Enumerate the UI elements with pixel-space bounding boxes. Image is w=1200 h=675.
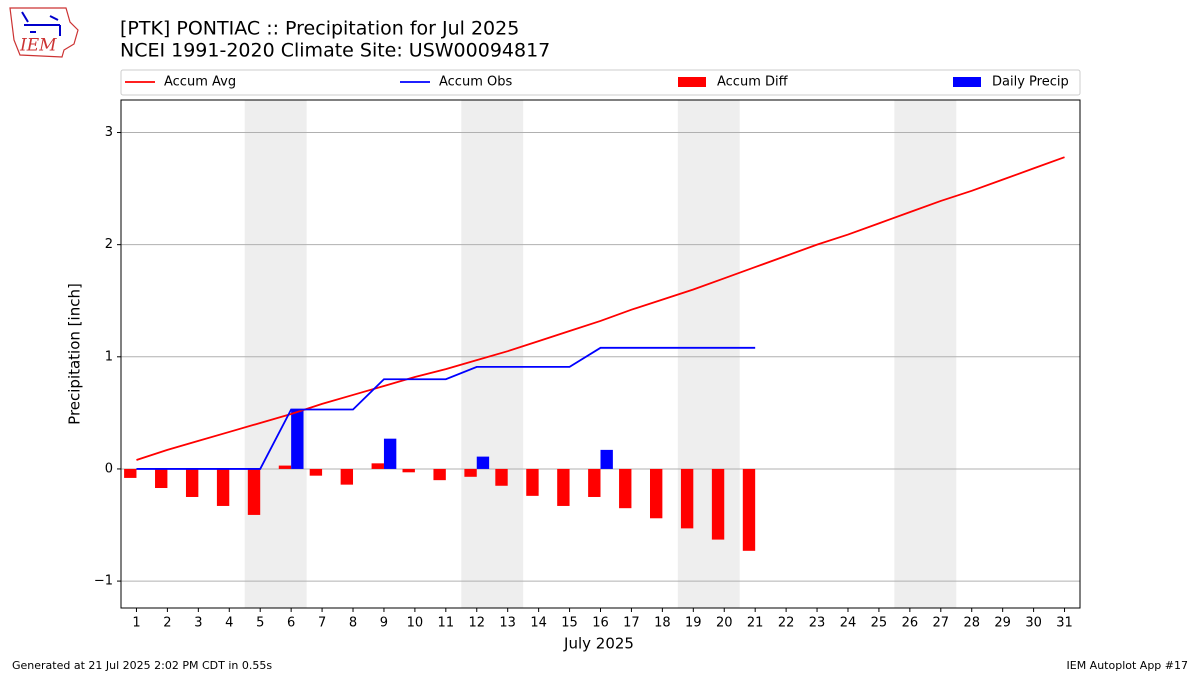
weekend-shade bbox=[677, 100, 740, 608]
x-tick-label: 20 bbox=[716, 616, 733, 631]
bar bbox=[340, 468, 354, 485]
legend-swatch bbox=[678, 77, 706, 87]
bar bbox=[600, 449, 613, 469]
x-axis-label: July 2025 bbox=[563, 635, 634, 653]
x-tick-label: 15 bbox=[561, 616, 578, 631]
x-tick-label: 29 bbox=[994, 616, 1011, 631]
x-tick-label: 19 bbox=[685, 616, 702, 631]
bar bbox=[619, 468, 632, 509]
bar bbox=[526, 468, 539, 496]
bar bbox=[155, 468, 168, 489]
logo: IEM bbox=[9, 7, 79, 58]
x-tick-label: 25 bbox=[871, 616, 888, 631]
line bbox=[136, 346, 756, 470]
bar bbox=[291, 409, 304, 469]
legend-swatch bbox=[953, 77, 981, 87]
x-tick-label: 5 bbox=[256, 616, 264, 631]
x-tick-label: 13 bbox=[499, 616, 516, 631]
weekend-shade bbox=[894, 100, 957, 608]
x-tick-label: 8 bbox=[349, 616, 357, 631]
x-tick-label: 31 bbox=[1056, 616, 1073, 631]
bar bbox=[185, 468, 199, 497]
y-tick-label: 0 bbox=[105, 461, 113, 476]
x-tick-label: 27 bbox=[933, 616, 950, 631]
bar bbox=[588, 468, 601, 497]
x-tick-label: 24 bbox=[840, 616, 857, 631]
y-tick-label: 3 bbox=[105, 125, 113, 140]
x-tick-label: 28 bbox=[963, 616, 980, 631]
y-tick-label: 1 bbox=[105, 349, 113, 364]
bar bbox=[680, 468, 694, 529]
x-tick-label: 12 bbox=[468, 616, 485, 631]
x-tick-label: 9 bbox=[380, 616, 388, 631]
legend-label: Daily Precip bbox=[992, 75, 1069, 90]
plot-frame bbox=[120, 99, 1081, 609]
x-tick-label: 6 bbox=[287, 616, 295, 631]
bar bbox=[383, 438, 397, 469]
bar bbox=[433, 468, 446, 481]
x-tick-label: 4 bbox=[225, 616, 233, 631]
y-axis-label: Precipitation [inch] bbox=[66, 283, 84, 425]
bar bbox=[711, 468, 725, 540]
footer-right: IEM Autoplot App #17 bbox=[1067, 659, 1189, 672]
bar bbox=[495, 468, 508, 486]
bar bbox=[464, 468, 477, 477]
chart-title: [PTK] PONTIAC :: Precipitation for Jul 2… bbox=[120, 18, 519, 40]
x-tick-label: 23 bbox=[809, 616, 826, 631]
logo-icons bbox=[21, 11, 61, 36]
x-tick-label: 1 bbox=[132, 616, 140, 631]
y-tick-label: 2 bbox=[105, 237, 113, 252]
x-tick-label: 14 bbox=[530, 616, 547, 631]
legend-box bbox=[120, 69, 1081, 96]
legend-label: Accum Avg bbox=[164, 75, 236, 90]
x-tick-label: 7 bbox=[318, 616, 326, 631]
line bbox=[136, 156, 1065, 461]
bar bbox=[309, 468, 323, 476]
x-tick-label: 26 bbox=[902, 616, 919, 631]
logo-outline bbox=[9, 7, 79, 58]
legend-label: Accum Diff bbox=[717, 75, 789, 90]
bar bbox=[278, 465, 292, 469]
x-tick-label: 3 bbox=[194, 616, 202, 631]
weekend-shade bbox=[244, 100, 307, 608]
x-tick-label: 16 bbox=[592, 616, 609, 631]
bar bbox=[649, 468, 663, 519]
logo-text: IEM bbox=[19, 36, 57, 56]
x-tick-label: 11 bbox=[438, 616, 455, 631]
bar bbox=[124, 468, 137, 478]
x-tick-label: 10 bbox=[407, 616, 424, 631]
bar bbox=[476, 456, 490, 469]
bar bbox=[216, 468, 230, 506]
x-tick-label: 18 bbox=[654, 616, 671, 631]
bar bbox=[402, 468, 415, 473]
weekend-shade bbox=[461, 100, 524, 608]
bar bbox=[557, 468, 570, 506]
y-tick-label: −1 bbox=[94, 574, 113, 589]
x-tick-label: 22 bbox=[778, 616, 795, 631]
chart-subtitle: NCEI 1991-2020 Climate Site: USW00094817 bbox=[120, 40, 550, 62]
footer-left: Generated at 21 Jul 2025 2:02 PM CDT in … bbox=[12, 659, 272, 672]
x-tick-label: 2 bbox=[163, 616, 171, 631]
x-tick-label: 21 bbox=[747, 616, 764, 631]
bar bbox=[247, 468, 261, 515]
legend-label: Accum Obs bbox=[439, 75, 512, 90]
x-tick-label: 30 bbox=[1025, 616, 1042, 631]
bar bbox=[742, 468, 756, 551]
x-tick-label: 17 bbox=[623, 616, 640, 631]
bar bbox=[371, 463, 384, 469]
